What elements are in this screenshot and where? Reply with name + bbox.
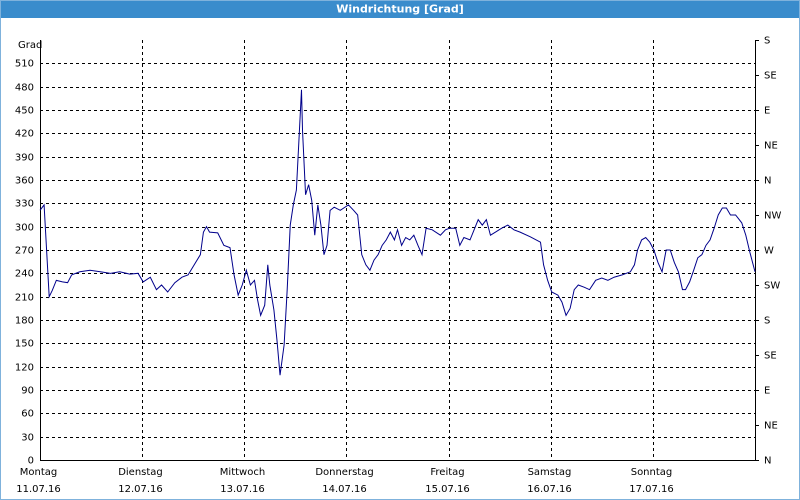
x-tick-label: Sonntag	[631, 467, 673, 478]
x-tick-date: 14.07.16	[322, 484, 367, 495]
x-tick-date: 15.07.16	[425, 484, 470, 495]
x-tick-label: Samstag	[528, 467, 572, 478]
x-tick-date: 11.07.16	[16, 484, 61, 495]
x-tick-label: Mittwoch	[220, 467, 265, 478]
y-tick-label: 120	[15, 363, 34, 374]
y2-tick-label: NW	[764, 211, 781, 222]
y2-tick-label: SE	[764, 71, 777, 82]
y2-tick-label: N	[764, 456, 771, 467]
x-tick-date: 12.07.16	[118, 484, 163, 495]
y-tick-label: 90	[21, 386, 34, 397]
y-tick-label: 420	[15, 129, 34, 140]
y2-tick-label: E	[764, 386, 770, 397]
y-tick-label: 360	[15, 176, 34, 187]
y-axis-label: Grad	[18, 40, 42, 51]
y2-tick-label: NE	[764, 421, 778, 432]
y2-tick-label: E	[764, 106, 770, 117]
y2-tick-label: SW	[764, 281, 780, 292]
x-tick-date: 13.07.16	[220, 484, 265, 495]
y-tick-label: 60	[21, 409, 34, 420]
y2-tick-label: NE	[764, 141, 778, 152]
y2-tick-label: N	[764, 176, 771, 187]
data-line	[39, 89, 756, 376]
y-tick-label: 300	[15, 223, 34, 234]
y-tick-label: 330	[15, 199, 34, 210]
x-tick-label: Dienstag	[118, 467, 163, 478]
x-tick-label: Montag	[20, 467, 57, 478]
y2-tick-label: S	[764, 316, 770, 327]
y-tick-label: 270	[15, 246, 34, 257]
y-tick-label: 210	[15, 293, 34, 304]
y-tick-label: 390	[15, 153, 34, 164]
title-bar	[0, 0, 800, 18]
y-tick-label: 30	[21, 433, 34, 444]
y-tick-label: 240	[15, 269, 34, 280]
y-tick-label: 450	[15, 106, 34, 117]
y-tick-label: 510	[15, 59, 34, 70]
y-tick-label: 150	[15, 339, 34, 350]
y2-tick-label: S	[764, 36, 770, 47]
x-tick-label: Freitag	[430, 467, 464, 478]
y2-tick-label: SE	[764, 351, 777, 362]
y-tick-label: 180	[15, 316, 34, 327]
y2-tick-label: W	[764, 246, 774, 257]
x-tick-label: Donnerstag	[315, 467, 373, 478]
chart-title: Windrichtung [Grad]	[336, 3, 464, 16]
x-tick-date: 16.07.16	[527, 484, 572, 495]
y-tick-label: 480	[15, 83, 34, 94]
y-tick-label: 0	[28, 456, 34, 467]
x-tick-date: 17.07.16	[629, 484, 674, 495]
